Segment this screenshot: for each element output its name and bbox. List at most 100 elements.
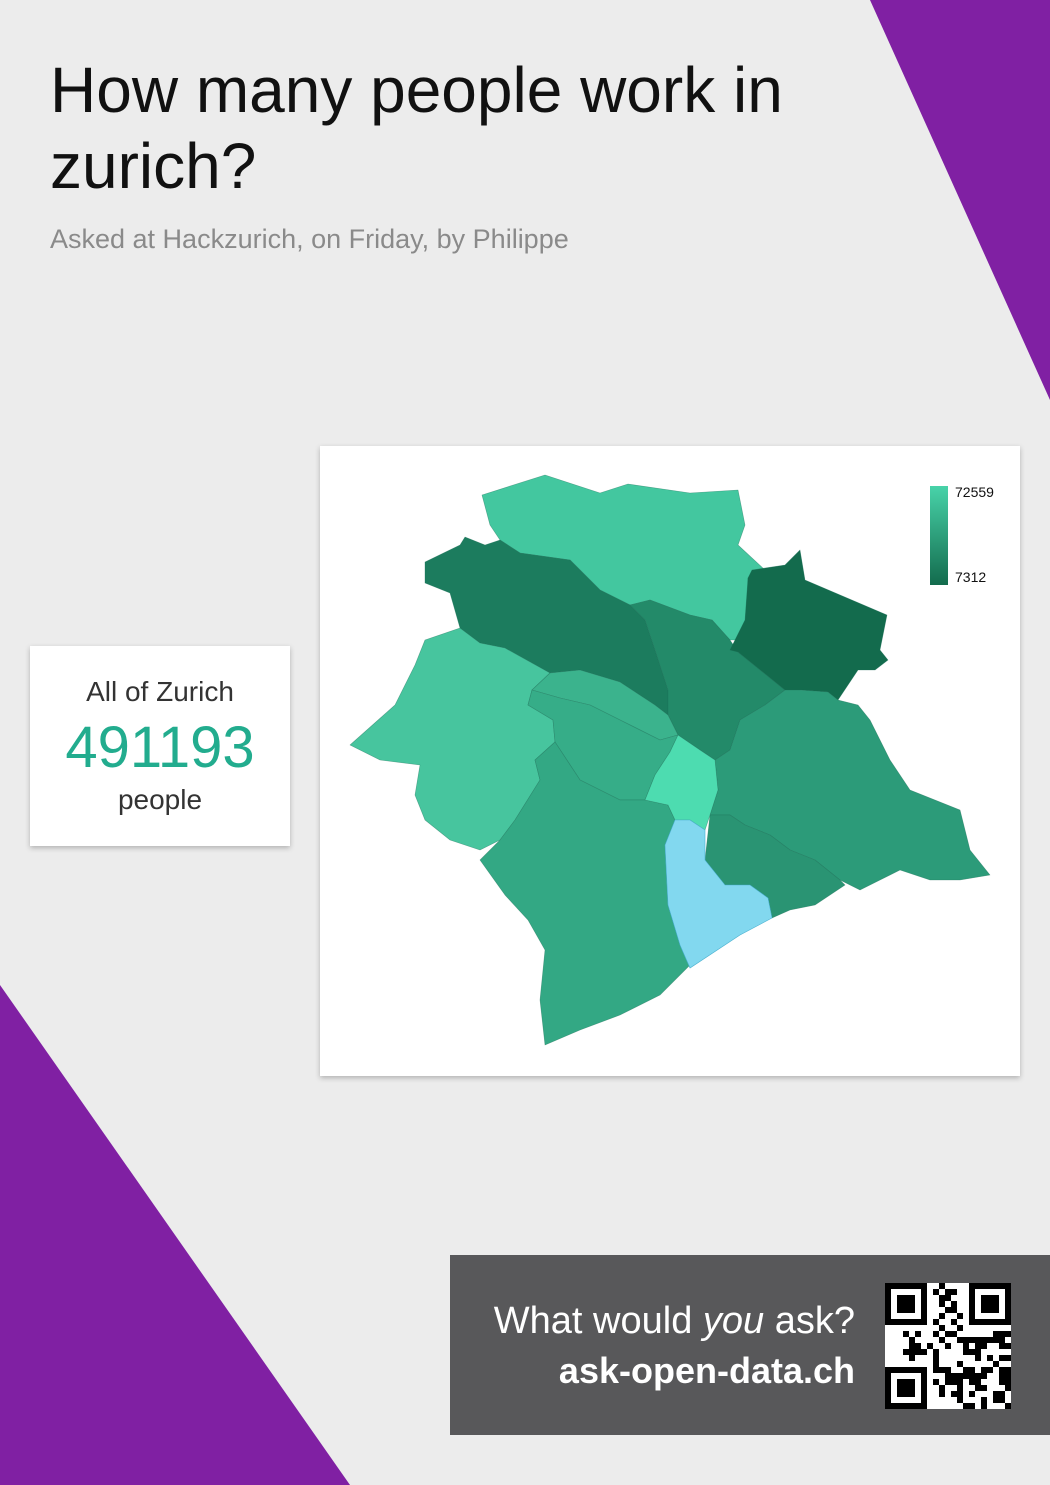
qr-module <box>885 1313 891 1319</box>
qr-module <box>981 1367 987 1373</box>
qr-module <box>987 1355 993 1361</box>
qr-module <box>903 1367 909 1373</box>
qr-module <box>969 1403 975 1409</box>
qr-module <box>915 1331 921 1337</box>
qr-module <box>987 1337 993 1343</box>
qr-module <box>999 1367 1005 1373</box>
qr-module <box>999 1379 1005 1385</box>
qr-module <box>891 1319 897 1325</box>
legend-min-label: 7312 <box>955 569 986 585</box>
zurich-district-map: 72559 7312 <box>349 474 994 1046</box>
qr-module <box>957 1385 963 1391</box>
qr-module <box>921 1385 927 1391</box>
legend-color-bar <box>930 486 948 585</box>
qr-module <box>951 1331 957 1337</box>
qr-module <box>915 1319 921 1325</box>
qr-module <box>909 1403 915 1409</box>
qr-module <box>1005 1367 1011 1373</box>
qr-module <box>1005 1355 1011 1361</box>
qr-module <box>909 1391 915 1397</box>
qr-module <box>981 1397 987 1403</box>
qr-module <box>921 1379 927 1385</box>
qr-module <box>993 1337 999 1343</box>
cta-question-before: What would <box>493 1300 703 1342</box>
qr-module <box>885 1283 891 1289</box>
qr-module <box>975 1385 981 1391</box>
qr-module <box>951 1289 957 1295</box>
qr-module <box>975 1349 981 1355</box>
qr-module <box>885 1289 891 1295</box>
stat-unit: people <box>117 784 203 815</box>
qr-module <box>909 1355 915 1361</box>
qr-module <box>885 1367 891 1373</box>
qr-module <box>939 1283 945 1289</box>
qr-module <box>963 1373 969 1379</box>
qr-module <box>909 1379 915 1385</box>
qr-module <box>969 1391 975 1397</box>
qr-module <box>957 1313 963 1319</box>
qr-module <box>1005 1373 1011 1379</box>
qr-module <box>957 1391 963 1397</box>
qr-module <box>921 1295 927 1301</box>
purple-corner-top-right <box>870 0 1050 400</box>
qr-module <box>909 1385 915 1391</box>
qr-module <box>885 1403 891 1409</box>
qr-module <box>981 1403 987 1409</box>
qr-module <box>993 1397 999 1403</box>
qr-module <box>1005 1319 1011 1325</box>
district-northeast[interactable] <box>729 549 889 701</box>
qr-module <box>927 1343 933 1349</box>
qr-module <box>963 1337 969 1343</box>
qr-module <box>897 1319 903 1325</box>
qr-module <box>1005 1283 1011 1289</box>
qr-module <box>999 1397 1005 1403</box>
qr-module <box>981 1301 987 1307</box>
qr-code-icon[interactable] <box>885 1283 1011 1409</box>
qr-module <box>921 1307 927 1313</box>
qr-module <box>909 1349 915 1355</box>
qr-module <box>933 1361 939 1367</box>
qr-module <box>915 1343 921 1349</box>
qr-module <box>957 1361 963 1367</box>
qr-module <box>885 1391 891 1397</box>
qr-module <box>981 1295 987 1301</box>
qr-module <box>903 1349 909 1355</box>
qr-module <box>903 1379 909 1385</box>
qr-module <box>987 1295 993 1301</box>
qr-module <box>939 1391 945 1397</box>
qr-module <box>1005 1403 1011 1409</box>
qr-module <box>885 1319 891 1325</box>
qr-module <box>909 1283 915 1289</box>
qr-module <box>915 1283 921 1289</box>
qr-module <box>969 1313 975 1319</box>
qr-module <box>897 1391 903 1397</box>
cta-question: What would you ask? <box>494 1300 855 1343</box>
qr-module <box>975 1355 981 1361</box>
qr-module <box>909 1337 915 1343</box>
qr-module <box>999 1319 1005 1325</box>
qr-module <box>945 1307 951 1313</box>
qr-module <box>909 1343 915 1349</box>
qr-module <box>885 1385 891 1391</box>
qr-module <box>933 1331 939 1337</box>
qr-module <box>939 1385 945 1391</box>
qr-module <box>975 1343 981 1349</box>
qr-module <box>963 1343 969 1349</box>
qr-module <box>933 1379 939 1385</box>
qr-module <box>1005 1289 1011 1295</box>
qr-module <box>969 1373 975 1379</box>
qr-module <box>921 1397 927 1403</box>
qr-module <box>945 1367 951 1373</box>
cta-url-link[interactable]: ask-open-data.ch <box>558 1350 855 1391</box>
map-card: 72559 7312 <box>320 446 1020 1076</box>
qr-module <box>957 1325 963 1331</box>
qr-module <box>951 1319 957 1325</box>
qr-module <box>933 1289 939 1295</box>
qr-module <box>903 1319 909 1325</box>
qr-module <box>993 1307 999 1313</box>
qr-module <box>1005 1379 1011 1385</box>
qr-module <box>981 1283 987 1289</box>
qr-module <box>909 1319 915 1325</box>
qr-module <box>891 1367 897 1373</box>
